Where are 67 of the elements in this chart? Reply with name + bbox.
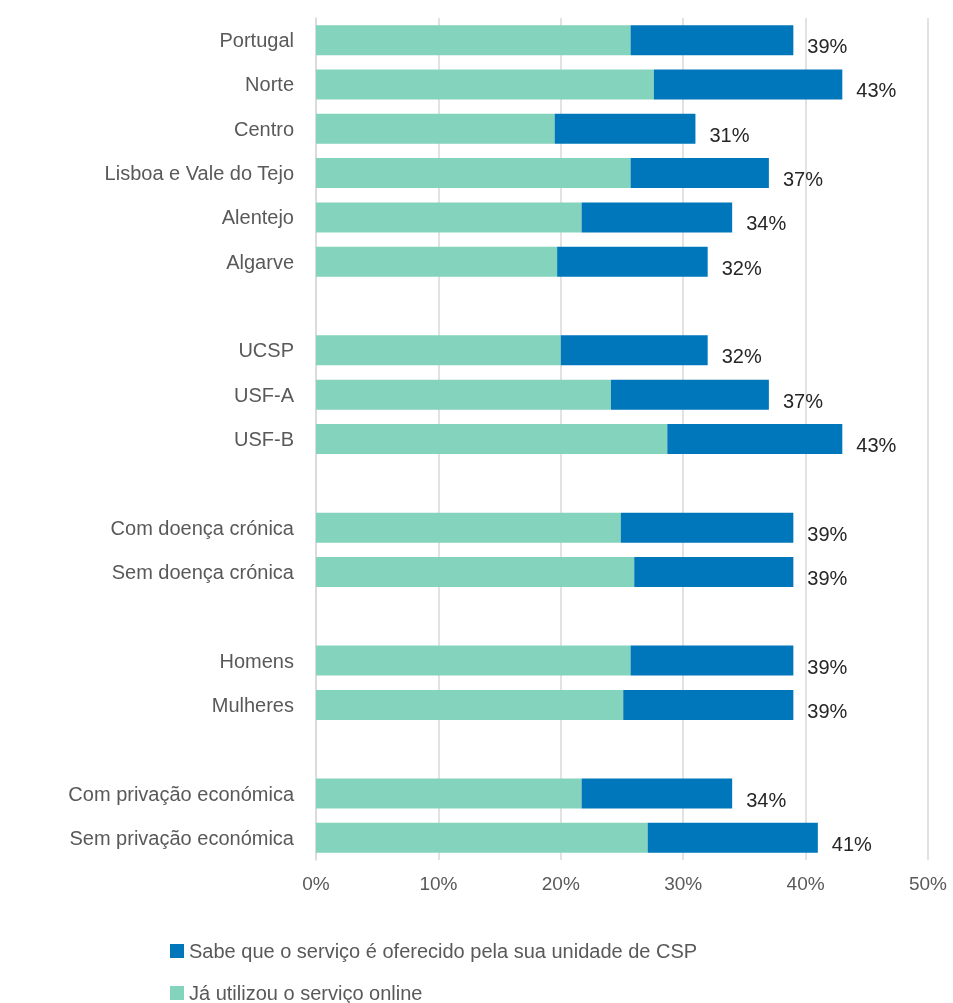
bar [630, 645, 794, 676]
total-label: 43% [856, 434, 897, 456]
bar [316, 778, 582, 809]
bar [316, 689, 624, 720]
bar [316, 556, 635, 587]
bar [630, 158, 769, 189]
y-tick-label: Alentejo [221, 206, 294, 229]
y-tick-label: Portugal [219, 29, 294, 52]
bar [316, 158, 631, 189]
y-tick-label: Mulheres [211, 693, 294, 716]
bar [316, 512, 621, 543]
y-tick-label: Lisboa e Vale do Tejo [104, 162, 294, 185]
legend-label: Sabe que o serviço é oferecido pela sua unidade de CSP [189, 940, 698, 962]
bar [630, 25, 794, 56]
total-label: 39% [807, 566, 848, 589]
bar [316, 379, 611, 410]
bar [581, 778, 733, 809]
total-label: 32% [721, 256, 762, 279]
bar [316, 645, 631, 676]
bar [634, 556, 794, 587]
x-tick-label: 40% [786, 873, 825, 894]
x-tick-label: 10% [419, 873, 458, 894]
bar [316, 25, 631, 56]
total-label: 39% [807, 35, 848, 58]
y-tick-label: Norte [245, 73, 294, 96]
x-tick-label: 50% [908, 873, 948, 894]
y-tick-label: USF-A [234, 383, 295, 406]
total-label: 41% [831, 832, 873, 855]
total-label: 39% [807, 655, 848, 678]
y-tick-label: Sem privação económica [69, 826, 295, 849]
bar [554, 113, 696, 144]
x-tick-label: 20% [541, 873, 580, 894]
bar [316, 424, 668, 454]
bar [653, 69, 843, 100]
y-tick-label: Centro [233, 117, 294, 140]
bar [316, 822, 648, 853]
total-label: 34% [746, 212, 787, 235]
x-tick-label: 30% [664, 873, 703, 894]
total-label: 39% [807, 522, 848, 545]
total-label: 37% [782, 168, 824, 191]
bar [560, 335, 708, 366]
bar [316, 335, 561, 366]
y-tick-label: Homens [219, 649, 294, 672]
y-tick-label: Sem doença crónica [111, 560, 295, 583]
bar [316, 113, 555, 144]
bar [620, 512, 794, 543]
bar [316, 246, 558, 277]
total-label: 32% [721, 345, 762, 368]
bar [623, 689, 794, 720]
total-label: 31% [709, 123, 750, 146]
total-label: 39% [807, 699, 848, 722]
y-tick-label: Com privação económica [68, 782, 295, 805]
y-tick-label: Algarve [226, 250, 294, 273]
y-tick-label: UCSP [238, 339, 294, 362]
bar [647, 822, 818, 853]
bar [610, 379, 769, 410]
total-label: 34% [746, 788, 787, 811]
total-label: 37% [782, 389, 824, 412]
bar [667, 424, 843, 454]
y-tick-label: USF-B [234, 428, 294, 450]
x-tick-label: 0% [302, 873, 330, 894]
bar [316, 202, 582, 233]
bar [557, 246, 708, 277]
y-tick-label: Com doença crónica [110, 516, 295, 539]
bar [581, 202, 733, 233]
total-label: 43% [856, 79, 897, 102]
bar [316, 69, 654, 100]
